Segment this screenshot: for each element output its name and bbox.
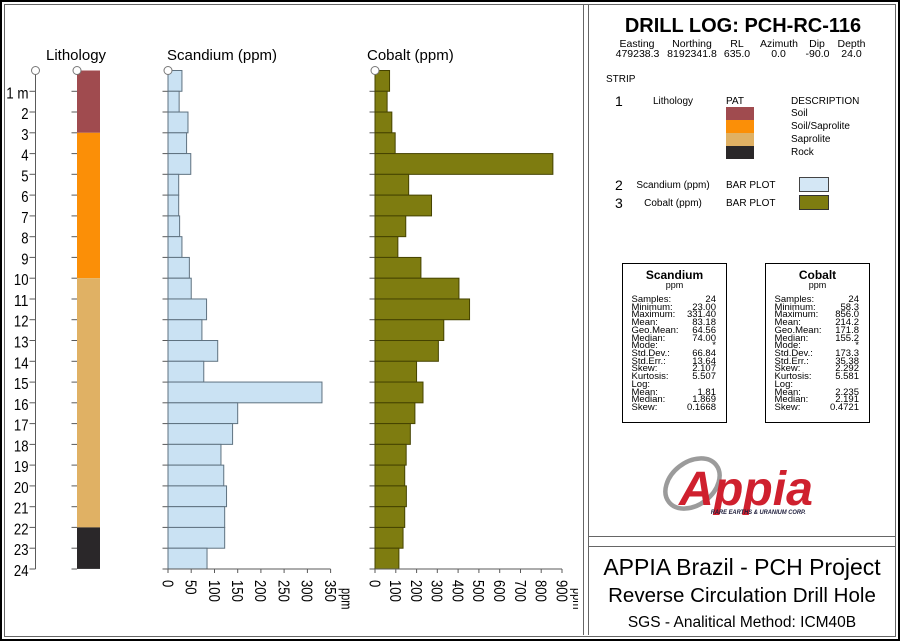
svg-text:300: 300: [298, 580, 315, 602]
svg-text:13: 13: [14, 335, 29, 352]
svg-text:Appia: Appia: [678, 463, 813, 516]
svg-text:600: 600: [490, 580, 507, 602]
svg-text:15: 15: [14, 376, 29, 393]
svg-text:1 m: 1 m: [6, 85, 28, 102]
svg-text:Scandium (ppm): Scandium (ppm): [167, 47, 277, 64]
svg-text:800: 800: [532, 580, 549, 602]
svg-text:10: 10: [14, 272, 29, 289]
svg-text:18: 18: [14, 438, 29, 455]
svg-text:12: 12: [14, 314, 29, 331]
svg-text:5: 5: [21, 168, 28, 185]
svg-text:23: 23: [14, 542, 29, 559]
svg-text:ppm: ppm: [338, 588, 355, 610]
svg-text:21: 21: [14, 501, 29, 518]
svg-text:14: 14: [14, 355, 29, 372]
svg-text:200: 200: [407, 580, 424, 602]
svg-text:0: 0: [365, 580, 382, 587]
svg-text:16: 16: [14, 397, 29, 414]
svg-text:6: 6: [21, 189, 28, 206]
svg-text:350: 350: [321, 580, 338, 602]
svg-text:7: 7: [21, 210, 28, 227]
svg-text:700: 700: [511, 580, 528, 602]
svg-text:2: 2: [21, 106, 28, 123]
svg-text:20: 20: [14, 480, 29, 497]
svg-text:17: 17: [14, 418, 29, 435]
svg-text:0: 0: [158, 580, 175, 587]
svg-text:500: 500: [469, 580, 486, 602]
svg-text:19: 19: [14, 459, 29, 476]
svg-text:8: 8: [21, 231, 28, 248]
svg-text:22: 22: [14, 521, 29, 538]
svg-text:150: 150: [228, 580, 245, 602]
svg-text:Lithology: Lithology: [46, 47, 107, 64]
svg-text:400: 400: [448, 580, 465, 602]
svg-text:900: 900: [552, 580, 569, 602]
svg-text:100: 100: [386, 580, 403, 602]
svg-text:3: 3: [21, 127, 28, 144]
svg-text:4: 4: [21, 148, 28, 165]
svg-text:24: 24: [14, 563, 29, 580]
svg-text:9: 9: [21, 251, 28, 268]
svg-text:11: 11: [14, 293, 29, 310]
svg-text:RARE EARTHS & URANIUM CORP.: RARE EARTHS & URANIUM CORP.: [711, 509, 806, 516]
svg-text:Cobalt (ppm): Cobalt (ppm): [367, 47, 454, 64]
svg-text:100: 100: [205, 580, 222, 602]
svg-text:200: 200: [251, 580, 268, 602]
svg-text:300: 300: [428, 580, 445, 602]
svg-text:50: 50: [182, 580, 199, 595]
svg-text:250: 250: [274, 580, 291, 602]
svg-text:ppm: ppm: [569, 588, 578, 610]
